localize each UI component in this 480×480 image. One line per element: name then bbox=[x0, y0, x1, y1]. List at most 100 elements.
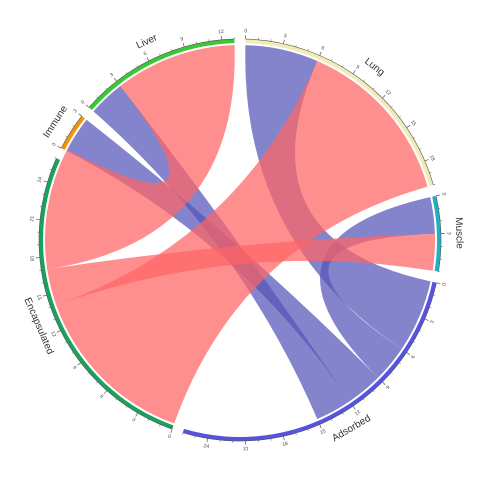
tick-label: 9 bbox=[385, 384, 391, 390]
axis-line-encapsulated bbox=[38, 158, 173, 430]
minor-tick bbox=[159, 424, 161, 427]
major-tick bbox=[206, 438, 208, 443]
major-tick bbox=[436, 282, 441, 284]
tick-label: 6 bbox=[98, 394, 104, 400]
group-label-liver: Liver bbox=[135, 32, 160, 51]
major-tick bbox=[56, 330, 61, 333]
major-tick bbox=[42, 294, 47, 297]
ribbons bbox=[44, 45, 435, 424]
minor-tick bbox=[419, 330, 422, 332]
minor-tick bbox=[295, 433, 297, 436]
minor-tick bbox=[96, 381, 98, 384]
tick-label: 0 bbox=[167, 434, 172, 441]
major-tick bbox=[77, 362, 82, 366]
tick-label: 18 bbox=[282, 441, 289, 448]
minor-tick bbox=[330, 419, 333, 422]
minor-tick bbox=[182, 432, 184, 435]
tick-label: 12 bbox=[49, 330, 57, 338]
major-tick bbox=[406, 352, 411, 355]
minor-tick bbox=[72, 124, 75, 127]
major-tick bbox=[352, 70, 356, 75]
major-tick bbox=[135, 412, 138, 417]
minor-tick bbox=[65, 135, 68, 138]
axis-line-lung bbox=[245, 38, 434, 186]
minor-tick bbox=[147, 419, 150, 422]
minor-tick bbox=[115, 398, 117, 401]
ribbon-encapsulated-liver bbox=[44, 45, 235, 270]
tick-label: 18 bbox=[428, 154, 436, 162]
major-tick bbox=[146, 57, 150, 62]
minor-tick bbox=[307, 429, 309, 432]
minor-tick bbox=[419, 148, 422, 150]
major-tick bbox=[406, 125, 411, 128]
minor-tick bbox=[330, 58, 333, 61]
ribbon-encapsulated-lung bbox=[56, 60, 428, 424]
major-tick bbox=[43, 180, 48, 183]
minor-tick bbox=[159, 53, 161, 56]
minor-tick bbox=[53, 318, 56, 321]
group-label-lung: Lung bbox=[362, 56, 386, 78]
major-tick bbox=[436, 194, 441, 197]
minor-tick bbox=[372, 390, 375, 393]
tick-label: 0 bbox=[441, 282, 448, 286]
tick-label: 9 bbox=[71, 365, 78, 371]
axis-line-muscle bbox=[435, 195, 442, 272]
ribbon-encapsulated-muscle bbox=[47, 233, 435, 306]
minor-tick bbox=[342, 65, 344, 68]
tick-label: 24 bbox=[203, 443, 210, 450]
major-tick bbox=[424, 159, 429, 162]
group-label-adsorbed: Adsorbed bbox=[330, 413, 372, 444]
tick-label: 21 bbox=[29, 215, 36, 221]
major-tick bbox=[57, 146, 62, 149]
tick-label: 12 bbox=[384, 89, 392, 97]
minor-tick bbox=[413, 341, 416, 343]
tick-label: 6 bbox=[320, 45, 325, 52]
major-tick bbox=[78, 113, 82, 117]
tick-label: 15 bbox=[409, 119, 417, 127]
minor-tick bbox=[64, 341, 67, 343]
major-tick bbox=[113, 77, 117, 82]
major-tick bbox=[182, 42, 185, 47]
minor-tick bbox=[342, 412, 344, 415]
axis-ticks: 0369121518030369121518212403691215182124… bbox=[28, 28, 451, 452]
minor-tick bbox=[399, 362, 401, 365]
major-tick bbox=[283, 436, 285, 441]
tick-label: 0 bbox=[244, 28, 247, 34]
tick-label: 12 bbox=[354, 409, 362, 417]
major-tick bbox=[319, 424, 322, 429]
tick-label: 3 bbox=[429, 320, 436, 325]
minor-tick bbox=[54, 157, 57, 159]
tick-label: 6 bbox=[410, 354, 417, 360]
major-tick bbox=[382, 95, 386, 99]
minor-tick bbox=[399, 115, 401, 118]
group-label-muscle: Muscle bbox=[453, 217, 465, 249]
minor-tick bbox=[48, 306, 51, 309]
tick-label: 9 bbox=[355, 64, 361, 71]
tick-label: 3 bbox=[131, 417, 137, 424]
minor-tick bbox=[372, 87, 375, 90]
tick-label: 15 bbox=[319, 428, 327, 436]
tick-label: 0 bbox=[80, 99, 86, 105]
minor-tick bbox=[96, 96, 98, 99]
tick-label: 0 bbox=[51, 142, 58, 147]
tick-label: 3 bbox=[446, 232, 452, 235]
minor-tick bbox=[390, 105, 393, 108]
major-tick bbox=[382, 381, 386, 385]
tick-label: 18 bbox=[28, 255, 34, 261]
tick-label: 0 bbox=[440, 192, 447, 196]
minor-tick bbox=[307, 48, 309, 51]
arc-muscle bbox=[432, 195, 441, 272]
arc-lung bbox=[245, 39, 434, 187]
tick-label: 6 bbox=[143, 51, 148, 58]
minor-tick bbox=[433, 294, 436, 296]
tick-label: 3 bbox=[72, 108, 79, 114]
group-arcs bbox=[39, 39, 441, 442]
major-tick bbox=[319, 51, 322, 56]
tick-label: 24 bbox=[37, 176, 44, 183]
minor-tick bbox=[125, 72, 128, 74]
minor-tick bbox=[125, 406, 128, 408]
major-tick bbox=[283, 39, 285, 44]
minor-tick bbox=[49, 169, 52, 171]
minor-tick bbox=[363, 398, 365, 401]
